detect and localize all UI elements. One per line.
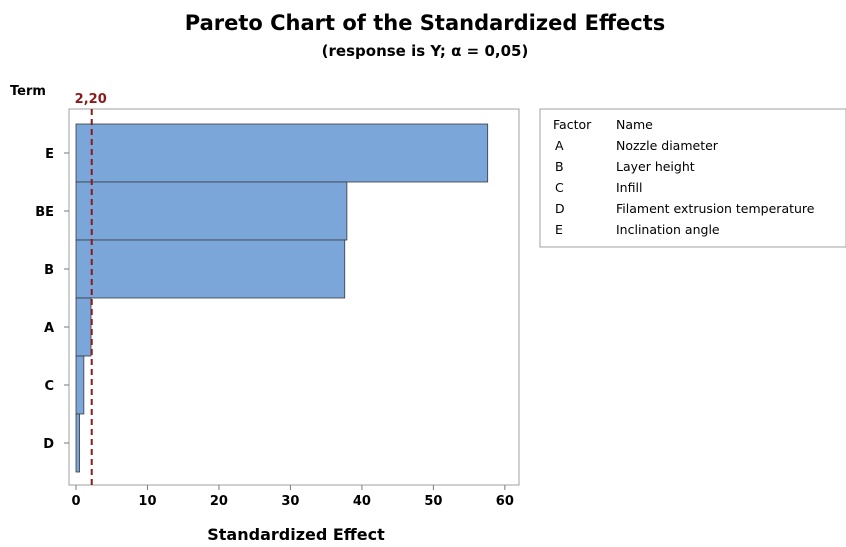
bar-be	[75, 181, 348, 241]
legend-name-e: Inclination angle	[616, 222, 720, 237]
legend-name-d: Filament extrusion temperature	[616, 201, 815, 216]
legend-header-name: Name	[616, 117, 653, 132]
y-tick-label: E	[45, 147, 54, 162]
x-tick-label: 10	[138, 494, 156, 509]
x-tick-label: 60	[496, 494, 514, 509]
bar-a	[75, 297, 92, 357]
chart-subtitle: (response is Y; α = 0,05)	[322, 42, 529, 60]
bar-c	[75, 355, 85, 415]
bar-b	[75, 239, 346, 299]
y-tick-label: C	[44, 379, 54, 394]
x-ticks-group: 0 10 20 30 40 50 60	[71, 485, 514, 509]
x-tick-label: 0	[71, 494, 80, 509]
y-tick-label: B	[44, 263, 54, 278]
legend-factor-d: D	[555, 201, 565, 216]
y-tick-label: BE	[35, 205, 54, 220]
bar-d	[75, 413, 80, 473]
legend-header-factor: Factor	[553, 117, 592, 132]
y-ticks-group: E BE B A C D	[35, 147, 69, 452]
y-axis-label: Term	[10, 84, 46, 99]
legend-factor-a: A	[555, 138, 564, 153]
y-tick-label: D	[43, 437, 54, 452]
legend-name-b: Layer height	[616, 159, 695, 174]
legend-name-c: Infill	[616, 180, 642, 195]
legend-factor-c: C	[555, 180, 564, 195]
chart-title: Pareto Chart of the Standardized Effects	[185, 11, 666, 35]
bar-e	[75, 123, 489, 183]
legend-factor-e: E	[555, 222, 563, 237]
y-tick-label: A	[44, 321, 54, 336]
legend-rows: A Nozzle diameter B Layer height C Infill D Fil…	[555, 138, 815, 237]
x-tick-label: 50	[424, 494, 442, 509]
legend-box	[539, 108, 846, 248]
x-tick-label: 40	[353, 494, 371, 509]
legend-factor-b: B	[555, 159, 564, 174]
x-tick-label: 30	[281, 494, 299, 509]
legend-name-a: Nozzle diameter	[616, 138, 719, 153]
x-tick-label: 20	[210, 494, 228, 509]
reference-line-label: 2,20	[75, 92, 107, 107]
bars-group	[75, 123, 489, 473]
x-axis-label: Standardized Effect	[207, 525, 385, 544]
